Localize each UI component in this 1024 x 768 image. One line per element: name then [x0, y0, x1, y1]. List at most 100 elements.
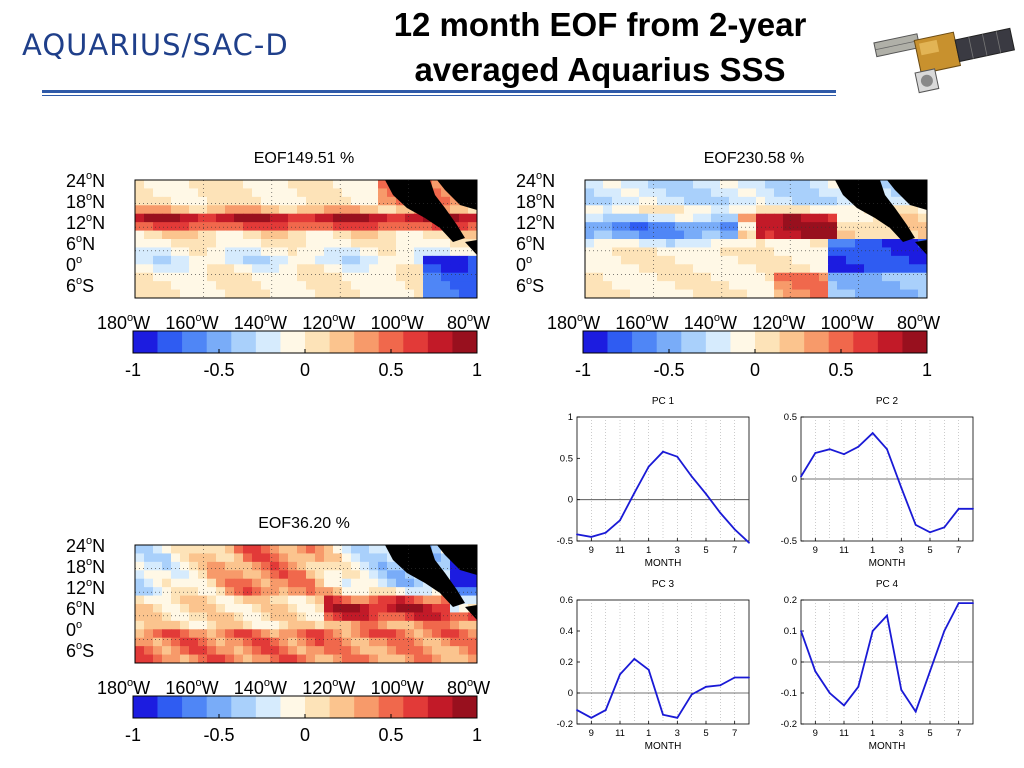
- map-cell: [684, 289, 694, 299]
- map-cell: [747, 255, 757, 265]
- map-cell: [360, 272, 370, 282]
- colorbar-swatch: [378, 331, 404, 353]
- map-cell: [207, 255, 217, 265]
- map-cell: [396, 646, 406, 655]
- map-cell: [603, 230, 613, 240]
- map-cell: [891, 289, 901, 299]
- map-cell: [234, 272, 244, 282]
- map-cell: [396, 255, 406, 265]
- map-cell: [468, 230, 478, 240]
- pc-y-tick-label: -0.5: [781, 536, 797, 547]
- map-cell: [783, 272, 793, 282]
- map-cell: [234, 629, 244, 639]
- lat-tick-label: 6oN: [516, 233, 545, 254]
- map-cell: [351, 247, 361, 257]
- map-cell: [369, 561, 379, 571]
- map-cell: [360, 289, 370, 299]
- map-cell: [432, 255, 442, 265]
- map-cell: [423, 230, 433, 240]
- map-cell: [144, 578, 154, 588]
- map-cell: [900, 281, 910, 290]
- map-cell: [414, 281, 424, 290]
- map-cell: [747, 264, 757, 274]
- map-cell: [252, 180, 262, 189]
- map-cell: [324, 578, 334, 588]
- map-cell: [720, 222, 730, 231]
- map-cell: [153, 247, 163, 257]
- map-cell: [315, 264, 325, 274]
- map-cell: [837, 281, 847, 290]
- map-cell: [153, 629, 163, 639]
- map-cell: [153, 196, 163, 206]
- map-cell: [639, 188, 649, 198]
- map-cell: [279, 272, 289, 282]
- map-cell: [387, 646, 397, 655]
- map-cell: [675, 196, 685, 206]
- map-cell: [684, 205, 694, 215]
- map-cell: [243, 612, 253, 622]
- map-cell: [198, 222, 208, 231]
- map-cell: [459, 629, 469, 639]
- map-cell: [765, 188, 775, 198]
- map-cell: [405, 247, 415, 257]
- pc-data-point: [972, 602, 974, 604]
- map-cell: [702, 255, 712, 265]
- map-cell: [261, 646, 271, 655]
- map-cell: [279, 255, 289, 265]
- colorbar-swatch: [280, 696, 306, 718]
- map-cell: [639, 205, 649, 215]
- map-cell: [297, 595, 307, 605]
- map-cell: [855, 247, 865, 257]
- map-cell: [225, 637, 235, 647]
- map-cell: [360, 180, 370, 189]
- colorbar-swatch: [583, 331, 608, 353]
- map-cell: [738, 264, 748, 274]
- map-cell: [306, 188, 316, 198]
- map-cell: [342, 255, 352, 265]
- map-cell: [900, 272, 910, 282]
- map-cell: [828, 247, 838, 257]
- map-cell: [243, 654, 253, 664]
- map-cell: [288, 180, 298, 189]
- map-cell: [216, 595, 226, 605]
- map-cell: [459, 578, 469, 588]
- map-cell: [666, 196, 676, 206]
- map-cell: [243, 281, 253, 290]
- map-cell: [387, 213, 397, 223]
- map-cell: [423, 654, 433, 664]
- map-cell: [684, 281, 694, 290]
- lon-tick-label: 80oW: [447, 677, 490, 698]
- map-cell: [297, 230, 307, 240]
- map-cell: [882, 281, 892, 290]
- lat-tick-label: 0o: [66, 254, 82, 275]
- map-cell: [450, 213, 460, 223]
- map-cell: [423, 604, 433, 613]
- map-cell: [756, 281, 766, 290]
- map-cell: [306, 264, 316, 274]
- map-cell: [288, 629, 298, 639]
- map-cell: [585, 222, 595, 231]
- map-cell: [891, 247, 901, 257]
- map-cell: [261, 570, 271, 580]
- map-cell: [468, 578, 478, 588]
- pc-data-point: [800, 630, 802, 632]
- map-cell: [711, 289, 721, 299]
- map-cell: [585, 255, 595, 265]
- map-cell: [333, 629, 343, 639]
- map-cell: [333, 570, 343, 580]
- map-cell: [189, 553, 199, 563]
- map-cell: [711, 196, 721, 206]
- lat-tick-label: 0o: [516, 254, 532, 275]
- colorbar-tick-label: -0.5: [653, 360, 684, 380]
- map-cell: [414, 620, 424, 630]
- map-cell: [279, 230, 289, 240]
- map-cell: [297, 561, 307, 571]
- map-cell: [270, 595, 280, 605]
- colorbar-swatch: [206, 696, 232, 718]
- map-cell: [792, 213, 802, 223]
- map-cell: [234, 289, 244, 299]
- map-cell: [594, 222, 604, 231]
- map-cell: [162, 629, 172, 639]
- map-cell: [585, 247, 595, 257]
- map-cell: [324, 612, 334, 622]
